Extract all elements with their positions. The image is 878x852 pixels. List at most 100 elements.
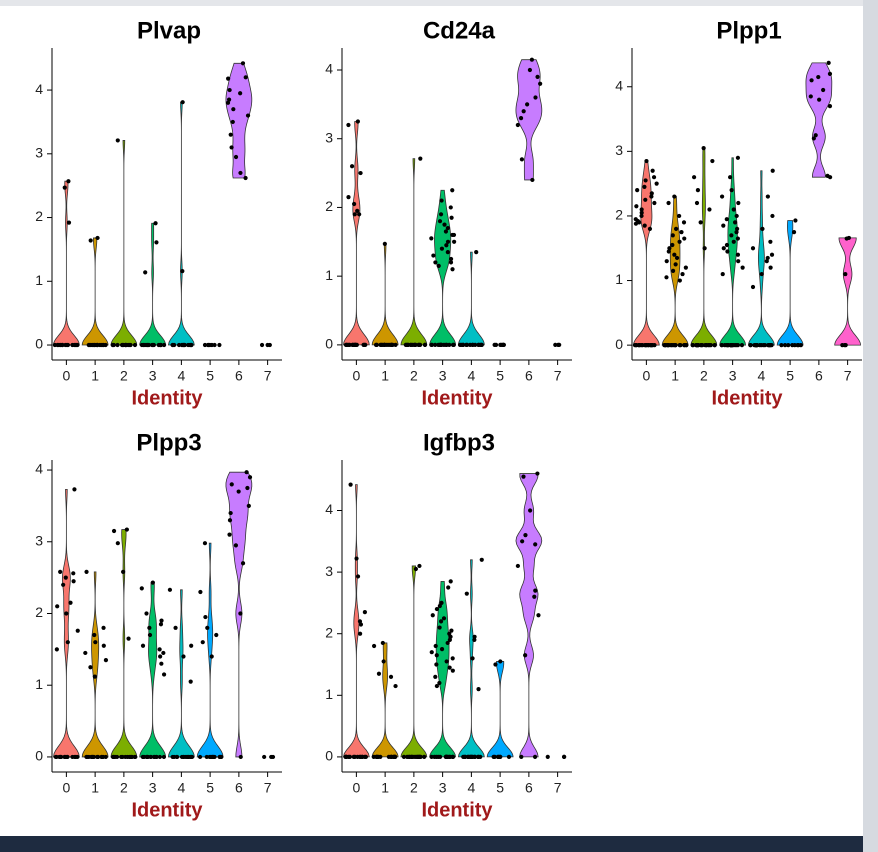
- x-tick-label: 0: [352, 368, 360, 384]
- cell-point: [175, 754, 180, 760]
- x-tick-label: 5: [496, 368, 504, 384]
- cell-point: [161, 754, 167, 760]
- cell-point: [538, 81, 543, 86]
- cell-point: [132, 342, 138, 348]
- cell-point: [198, 589, 203, 595]
- cell-point: [642, 223, 647, 228]
- cell-point: [382, 241, 387, 246]
- cell-point: [441, 616, 447, 621]
- cell-point: [523, 533, 528, 538]
- y-tick-label: 1: [615, 271, 623, 287]
- cell-point: [643, 178, 648, 183]
- cell-point: [811, 136, 816, 141]
- cell-point: [450, 668, 455, 673]
- cell-point: [88, 238, 93, 243]
- cell-point: [649, 191, 654, 196]
- cell-point: [88, 665, 93, 670]
- cell-point: [205, 625, 210, 630]
- cell-point: [553, 342, 558, 347]
- cell-point: [65, 640, 70, 645]
- y-tick-label: 4: [35, 81, 43, 97]
- chart-title: Igfbp3: [423, 429, 495, 456]
- cell-point: [761, 343, 766, 348]
- cell-point: [434, 662, 439, 667]
- cell-point: [639, 213, 644, 219]
- cell-point: [439, 647, 445, 652]
- cell-point: [472, 634, 477, 639]
- cell-point: [179, 342, 185, 348]
- cell-point: [202, 342, 208, 348]
- cell-point: [666, 200, 671, 206]
- cell-point: [710, 158, 715, 164]
- cell-point: [793, 218, 798, 223]
- cell-point: [561, 754, 567, 760]
- cell-point: [760, 226, 765, 231]
- cell-point: [75, 628, 80, 633]
- cell-point: [404, 342, 409, 347]
- cell-point: [446, 585, 451, 590]
- cell-point: [673, 343, 678, 348]
- violin: [342, 121, 370, 346]
- frame-edge: [863, 0, 878, 852]
- x-tick-label: 7: [264, 368, 272, 384]
- cell-point: [736, 259, 741, 264]
- cell-point: [506, 754, 512, 760]
- cell-point: [433, 260, 438, 265]
- y-tick-label: 2: [35, 604, 43, 620]
- cell-point: [712, 343, 717, 348]
- cell-point: [228, 132, 233, 137]
- cell-point: [245, 485, 250, 491]
- cell-point: [236, 489, 241, 494]
- cell-point: [159, 618, 164, 623]
- cell-point: [633, 221, 639, 226]
- cell-point: [449, 215, 454, 220]
- cell-point: [414, 754, 419, 760]
- x-tick-label: 7: [554, 780, 562, 796]
- cell-point: [203, 614, 208, 620]
- y-tick-label: 1: [325, 267, 333, 283]
- cell-point: [677, 278, 682, 283]
- cell-point: [349, 164, 355, 169]
- cell-point: [520, 539, 525, 544]
- cell-point: [189, 643, 194, 648]
- cell-point: [677, 239, 682, 244]
- cell-point: [362, 342, 367, 347]
- cell-point: [58, 569, 63, 574]
- cell-point: [731, 207, 736, 212]
- violin: [400, 158, 428, 346]
- cell-point: [228, 510, 233, 516]
- cell-point: [648, 343, 654, 348]
- cell-point: [736, 200, 741, 206]
- cell-point: [393, 683, 398, 689]
- cell-point: [492, 754, 497, 760]
- cell-point: [123, 342, 128, 348]
- cell-point: [205, 342, 211, 348]
- cell-point: [533, 588, 538, 593]
- violin: [139, 222, 167, 346]
- cell-point: [181, 754, 186, 760]
- cell-point: [728, 175, 733, 180]
- cell-point: [790, 343, 795, 348]
- cell-point: [479, 557, 484, 562]
- cell-point: [444, 754, 449, 760]
- cell-point: [739, 343, 745, 348]
- cell-point: [238, 611, 243, 616]
- cell-point: [190, 754, 195, 760]
- cell-point: [209, 342, 214, 348]
- cell-point: [181, 654, 186, 659]
- cell-point: [355, 208, 360, 213]
- cell-point: [170, 342, 175, 348]
- cell-point: [702, 246, 707, 251]
- cell-point: [759, 271, 764, 277]
- cell-point: [244, 470, 249, 475]
- cell-point: [439, 600, 444, 606]
- cell-point: [808, 94, 813, 99]
- cell-point: [670, 233, 675, 238]
- cell-point: [147, 625, 152, 630]
- cell-point: [434, 653, 439, 658]
- cell-point: [92, 632, 97, 638]
- cell-point: [827, 71, 833, 76]
- cell-point: [363, 754, 369, 760]
- cell-point: [214, 632, 219, 638]
- cell-point: [695, 188, 701, 193]
